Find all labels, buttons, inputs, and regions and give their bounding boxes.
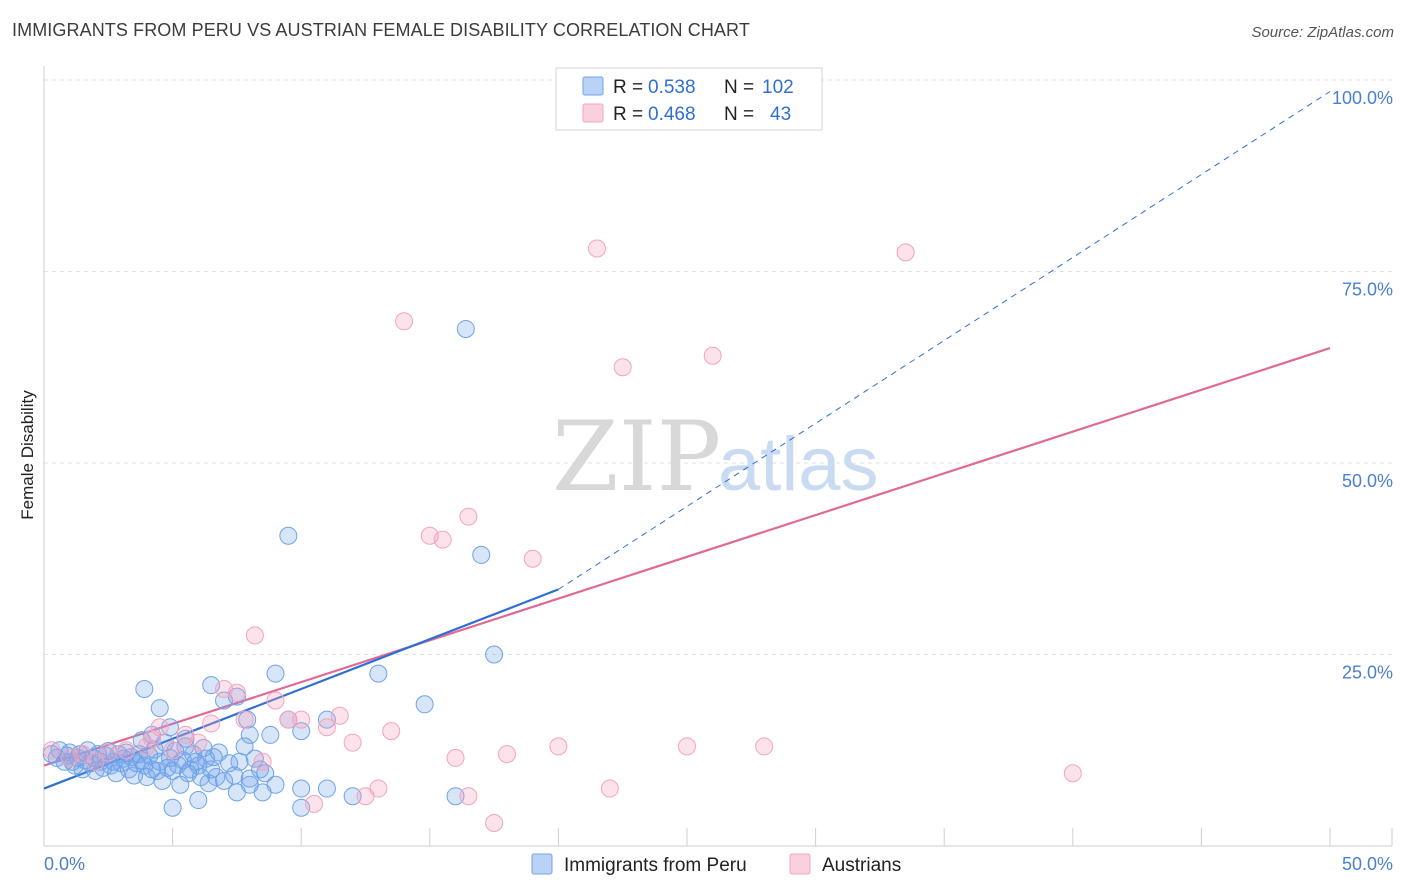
point-austrians [253, 752, 272, 771]
point-peru [230, 752, 249, 771]
point-austrians [433, 530, 452, 549]
legend-r-label-austrians: R = [613, 104, 643, 125]
point-peru [135, 679, 154, 698]
point-peru [456, 319, 475, 338]
point-austrians [613, 358, 632, 377]
point-austrians [42, 741, 61, 760]
legend-r-value-peru: 0.538 [648, 77, 696, 98]
point-austrians [587, 239, 606, 258]
chart-title: IMMIGRANTS FROM PERU VS AUSTRIAN FEMALE … [12, 20, 750, 40]
legend-swatch-peru [582, 76, 604, 96]
legend-r-label-peru: R = [613, 77, 643, 98]
point-austrians [343, 733, 362, 752]
point-austrians [678, 737, 696, 756]
point-peru [256, 764, 275, 783]
point-peru [163, 798, 182, 817]
point-peru [161, 718, 180, 737]
legend-r-value-austrians: 0.468 [648, 104, 696, 125]
point-austrians [117, 741, 136, 760]
point-austrians [266, 691, 285, 710]
point-austrians [703, 346, 722, 365]
point-austrians [549, 737, 568, 756]
trend-line-peru [43, 588, 559, 790]
point-austrians [459, 507, 478, 526]
trend-lines [43, 91, 1331, 790]
point-peru [215, 771, 234, 790]
bottom-legend-label-peru: Immigrants from Peru [564, 855, 747, 876]
point-peru [472, 545, 491, 564]
legend-n-value-peru: 102 [762, 77, 794, 98]
point-austrians [227, 683, 246, 702]
point-peru [279, 526, 298, 545]
point-peru [150, 699, 169, 718]
point-austrians [600, 779, 619, 798]
legend-n-value-austrians: 43 [770, 104, 791, 125]
point-peru [369, 664, 388, 683]
point-peru [266, 664, 285, 683]
point-austrians [202, 714, 221, 733]
point-austrians [395, 312, 414, 331]
point-austrians [150, 718, 169, 737]
bottom-legend-swatch-peru [531, 853, 553, 875]
point-peru [143, 725, 162, 744]
y-axis-title: Female Disability [18, 390, 37, 520]
point-austrians [317, 718, 336, 737]
point-austrians [99, 743, 118, 762]
point-austrians [382, 722, 401, 741]
point-peru [485, 645, 504, 664]
x-tick-label-left: 0.0% [44, 854, 85, 874]
series-legend: Immigrants from Peru Austrians [531, 853, 901, 876]
point-austrians [1063, 764, 1082, 783]
point-austrians [755, 737, 774, 756]
bottom-legend-swatch-austrians [789, 853, 811, 875]
legend-swatch-austrians [582, 103, 604, 123]
trend-line-austrians [43, 347, 1331, 767]
legend-n-label-austrians: N = [724, 104, 754, 125]
point-peru [317, 779, 336, 798]
legend-n-label-peru: N = [724, 77, 754, 98]
grid-lines [44, 79, 1392, 655]
point-austrians [163, 741, 182, 760]
point-austrians [485, 814, 504, 833]
stats-legend: R = 0.538 N = 102 R = 0.468 N = 43 [555, 67, 823, 131]
y-tick-label: 100.0% [1332, 88, 1393, 108]
point-peru [235, 737, 254, 756]
point-peru [446, 787, 465, 806]
data-points [42, 74, 1082, 833]
point-austrians [523, 549, 542, 568]
point-peru [261, 725, 280, 744]
point-austrians [330, 706, 349, 725]
point-austrians [86, 752, 105, 771]
x-tick-label-right: 50.0% [1342, 854, 1393, 874]
point-austrians [292, 710, 311, 729]
point-peru [292, 779, 311, 798]
watermark-zip: ZIP [552, 401, 721, 513]
point-austrians [279, 710, 298, 729]
y-tick-label: 50.0% [1342, 471, 1393, 491]
point-austrians [459, 787, 478, 806]
point-austrians [235, 710, 254, 729]
point-austrians [896, 243, 915, 262]
point-austrians [189, 733, 208, 752]
axes [43, 66, 1393, 847]
point-austrians [497, 745, 516, 764]
source-label: Source: ZipAtlas.com [1251, 24, 1394, 41]
point-peru [240, 725, 259, 744]
point-austrians [446, 748, 465, 767]
bottom-legend-label-austrians: Austrians [822, 855, 901, 876]
watermark-atlas: atlas [718, 422, 879, 507]
trend-line-peru-extension [558, 91, 1331, 590]
y-tick-label: 75.0% [1342, 280, 1393, 300]
point-peru [253, 783, 272, 802]
point-peru [415, 695, 434, 714]
point-austrians [356, 787, 375, 806]
point-peru [343, 787, 362, 806]
point-austrians [245, 626, 264, 645]
y-tick-label: 25.0% [1342, 663, 1393, 683]
tick-labels: 100.0% 75.0% 50.0% 25.0% 0.0% 50.0% [44, 88, 1393, 874]
point-peru [189, 791, 208, 810]
point-austrians [305, 794, 324, 813]
